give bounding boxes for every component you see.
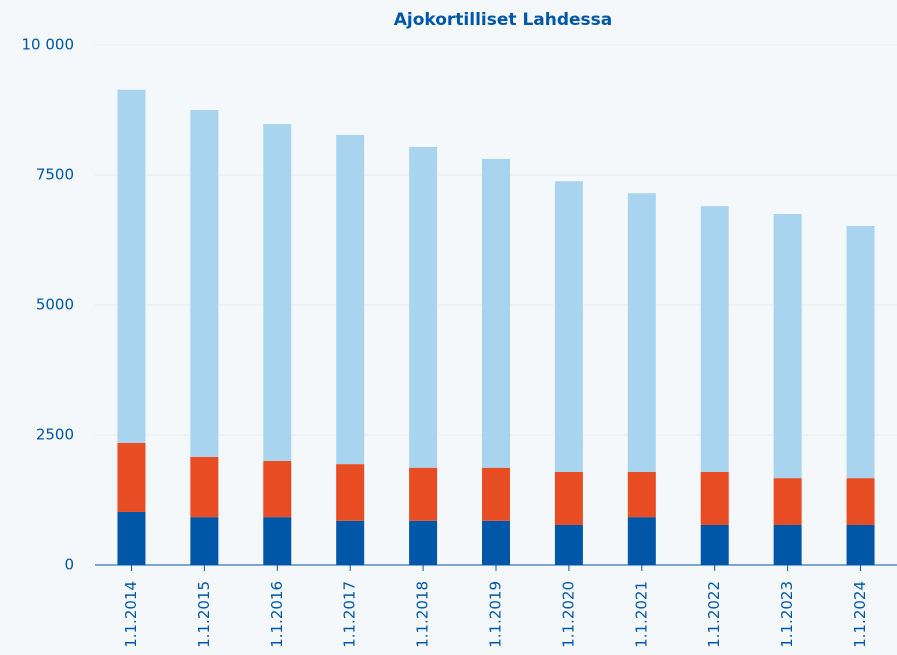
bar-segment [627, 517, 656, 565]
x-tick-label: 1.1.2017 [341, 581, 359, 648]
bar-segment [846, 524, 875, 565]
bar-segment [336, 464, 365, 521]
bar-segment [117, 511, 146, 565]
bar-segment [263, 517, 292, 565]
bar-segment [700, 471, 729, 525]
bar-segment [627, 193, 656, 472]
bar-segment [336, 134, 365, 465]
bar-segment [482, 467, 510, 521]
y-tick-label: 7500 [36, 166, 74, 184]
bar-segment [700, 206, 729, 472]
x-tick-label: 1.1.2018 [414, 581, 432, 648]
x-tick-label: 1.1.2020 [559, 581, 577, 648]
x-tick-label: 1.1.2021 [632, 581, 650, 648]
bar-segment [263, 124, 292, 461]
bar-segment [409, 520, 438, 565]
bar-segment [409, 467, 438, 521]
bar-segment [846, 225, 875, 479]
bar-segment [190, 110, 219, 457]
bar-segment [554, 471, 583, 525]
bar-segment [336, 520, 365, 565]
bar-segment [117, 442, 146, 512]
bar-segment [700, 524, 729, 565]
bar-segment [482, 520, 510, 565]
bar-segment [409, 146, 438, 468]
bar-segment [190, 456, 219, 518]
y-tick-label: 10 000 [22, 36, 75, 54]
bar-segment [117, 89, 146, 443]
bar-segment [554, 524, 583, 565]
bar-segment [482, 158, 510, 468]
bar-segment [190, 517, 219, 565]
x-tick-label: 1.1.2015 [195, 581, 213, 648]
bar-segment [627, 471, 656, 518]
x-tick-label: 1.1.2022 [705, 581, 723, 648]
y-tick-label: 5000 [36, 296, 74, 314]
y-tick-label: 0 [64, 556, 74, 574]
bar-segment [263, 461, 292, 518]
bar-segment [846, 478, 875, 525]
bar-segment [773, 214, 802, 479]
x-tick-label: 1.1.2016 [268, 581, 286, 648]
x-tick-label: 1.1.2023 [778, 581, 796, 648]
bar-segment [554, 181, 583, 472]
x-tick-label: 1.1.2024 [851, 581, 869, 648]
bar-segment [773, 524, 802, 565]
chart-title: Ajokortilliset Lahdessa [394, 10, 613, 30]
bar-segment [773, 478, 802, 525]
y-tick-label: 2500 [36, 426, 74, 444]
x-tick-label: 1.1.2019 [487, 581, 505, 648]
x-tick-label: 1.1.2014 [122, 581, 140, 648]
